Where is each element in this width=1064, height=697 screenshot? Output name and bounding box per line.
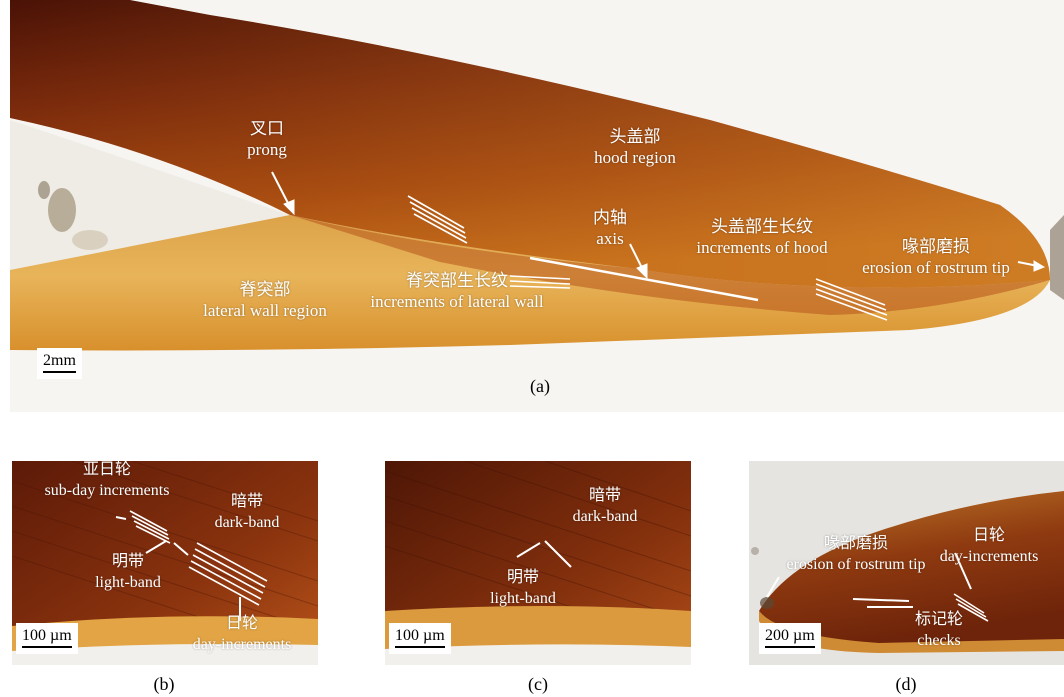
prong-label-en: prong [247, 140, 287, 159]
day-increments-label-b-cn: 日轮 [225, 615, 258, 632]
axis-label-cn: 内轴 [593, 208, 627, 227]
scale-bar-b-label: 100 µm [22, 627, 72, 644]
light-band-label-c: 明带 light-band [473, 567, 573, 609]
prong-label: 叉口 prong [222, 118, 312, 160]
panel-d-micrograph: 日轮 day-increments 喙部磨损 erosion of rostru… [749, 461, 1064, 665]
lateral-wall-label: 脊突部 lateral wall region [190, 279, 340, 321]
panel-c-caption: (c) [528, 674, 548, 694]
hood-increments-label-en: increments of hood [696, 238, 828, 257]
light-band-label-b: 明带 light-band [78, 551, 178, 593]
day-increments-label-d-cn: 日轮 [972, 527, 1005, 544]
erosion-label: 喙部磨损 erosion of rostrum tip [846, 236, 1026, 278]
erosion-label-d: 喙部磨损 erosion of rostrum tip [763, 533, 949, 575]
erosion-label-cn: 喙部磨损 [902, 237, 970, 256]
hood-increments-label: 头盖部生长纹 increments of hood [680, 216, 844, 258]
subday-label-en: sub-day increments [44, 482, 170, 499]
beak-section-image [10, 0, 1064, 412]
hood-increments-label-cn: 头盖部生长纹 [711, 217, 813, 236]
panel-c-micrograph: 暗带 dark-band 明带 light-band 100 µm [385, 461, 691, 665]
axis-label: 内轴 axis [575, 207, 645, 249]
checks-label: 标记轮 checks [899, 609, 979, 651]
light-band-label-c-en: light-band [490, 590, 556, 607]
axis-label-en: axis [596, 229, 624, 248]
scale-bar-d-label: 200 µm [765, 627, 815, 644]
prong-label-cn: 叉口 [250, 119, 284, 138]
light-band-label-b-en: light-band [95, 574, 161, 591]
checks-label-en: checks [917, 632, 961, 649]
scale-bar-b: 100 µm [16, 623, 78, 654]
dark-band-label-c: 暗带 dark-band [555, 485, 655, 527]
hood-region-label-en: hood region [594, 148, 676, 167]
dark-band-label-b: 暗带 dark-band [202, 491, 292, 533]
panel-c-image [385, 461, 691, 665]
hood-region-label-cn: 头盖部 [609, 127, 661, 146]
dark-band-label-c-en: dark-band [572, 508, 638, 525]
scale-bar-b-line [22, 646, 72, 648]
erosion-label-d-en: erosion of rostrum tip [786, 556, 926, 573]
dark-band-label-b-cn: 暗带 [230, 493, 263, 510]
light-band-label-c-cn: 明带 [506, 569, 539, 586]
lateral-increments-label-en: increments of lateral wall [370, 292, 544, 311]
panel-a-caption: (a) [530, 376, 550, 396]
dark-band-label-b-en: dark-band [214, 514, 280, 531]
day-increments-label-b: 日轮 day-increments [177, 613, 307, 655]
panel-a-micrograph: 叉口 prong 头盖部 hood region 内轴 axis 头盖部生长纹 … [10, 0, 1064, 412]
lateral-increments-label: 脊突部生长纹 increments of lateral wall [350, 270, 564, 312]
scale-bar-a-line [43, 371, 76, 373]
checks-label-cn: 标记轮 [914, 611, 963, 628]
day-increments-label-d: 日轮 day-increments [919, 525, 1059, 567]
erosion-label-d-cn: 喙部磨损 [823, 535, 888, 552]
scale-bar-c-label: 100 µm [395, 627, 445, 644]
scale-bar-a-label: 2mm [43, 352, 76, 369]
scale-bar-d-line [765, 646, 815, 648]
panel-d-caption: (d) [895, 674, 917, 694]
day-increments-label-b-en: day-increments [192, 636, 292, 653]
hood-region-label: 头盖部 hood region [575, 126, 695, 168]
day-increments-label-d-en: day-increments [939, 548, 1039, 565]
scale-bar-c-line [395, 646, 445, 648]
panel-b-caption: (b) [153, 674, 175, 694]
erosion-label-en: erosion of rostrum tip [862, 258, 1010, 277]
subday-label-cn: 亚日轮 [82, 461, 131, 478]
subday-label: 亚日轮 sub-day increments [17, 461, 197, 501]
lateral-wall-label-en: lateral wall region [203, 301, 327, 320]
dark-band-label-c-cn: 暗带 [588, 487, 621, 504]
light-band-label-b-cn: 明带 [111, 553, 144, 570]
scale-bar-c: 100 µm [389, 623, 451, 654]
lateral-increments-label-cn: 脊突部生长纹 [406, 271, 508, 290]
panel-b-micrograph: 亚日轮 sub-day increments 暗带 dark-band 明带 l… [12, 461, 318, 665]
scale-bar-a: 2mm [37, 348, 82, 379]
scale-bar-d: 200 µm [759, 623, 821, 654]
lateral-wall-label-cn: 脊突部 [239, 280, 291, 299]
